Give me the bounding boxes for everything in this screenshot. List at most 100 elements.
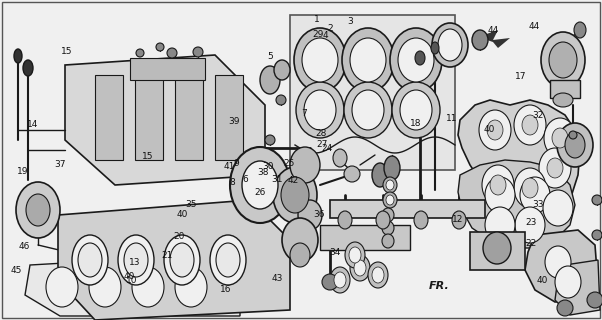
Ellipse shape <box>553 93 573 107</box>
Ellipse shape <box>350 255 370 281</box>
Ellipse shape <box>344 82 392 138</box>
Ellipse shape <box>23 60 33 76</box>
Ellipse shape <box>376 211 390 229</box>
Ellipse shape <box>386 180 394 190</box>
Text: 23: 23 <box>526 218 536 227</box>
Ellipse shape <box>384 156 400 180</box>
Ellipse shape <box>156 43 164 51</box>
Text: 42: 42 <box>288 176 299 185</box>
Bar <box>95 75 123 160</box>
Ellipse shape <box>296 82 344 138</box>
Text: 46: 46 <box>19 242 29 251</box>
Text: 15: 15 <box>141 152 154 161</box>
Ellipse shape <box>552 128 568 148</box>
Ellipse shape <box>400 90 432 130</box>
Text: 21: 21 <box>162 252 173 260</box>
Ellipse shape <box>557 300 573 316</box>
Ellipse shape <box>282 218 318 262</box>
Text: 34: 34 <box>330 248 341 257</box>
Ellipse shape <box>592 230 602 240</box>
Text: 8: 8 <box>229 178 235 187</box>
Ellipse shape <box>432 23 468 67</box>
Text: 40: 40 <box>177 210 188 219</box>
Ellipse shape <box>230 147 290 223</box>
Ellipse shape <box>167 48 177 58</box>
Ellipse shape <box>514 168 546 208</box>
Ellipse shape <box>415 51 425 65</box>
Ellipse shape <box>382 208 394 222</box>
Ellipse shape <box>547 158 563 178</box>
Text: 10: 10 <box>125 276 137 285</box>
Polygon shape <box>58 200 290 320</box>
Text: 1: 1 <box>314 15 320 24</box>
Ellipse shape <box>136 49 144 57</box>
Text: 36: 36 <box>313 210 325 219</box>
Polygon shape <box>65 55 265 185</box>
Text: 40: 40 <box>536 276 547 285</box>
Ellipse shape <box>273 167 317 223</box>
Bar <box>130 58 205 80</box>
Ellipse shape <box>555 266 581 298</box>
Ellipse shape <box>294 28 346 92</box>
Ellipse shape <box>334 272 346 288</box>
Polygon shape <box>525 230 598 302</box>
Text: 41: 41 <box>223 162 234 171</box>
Ellipse shape <box>210 235 246 285</box>
Ellipse shape <box>372 163 388 187</box>
Text: 13: 13 <box>128 258 140 267</box>
Text: 40: 40 <box>483 125 494 134</box>
Ellipse shape <box>515 207 545 243</box>
Text: FR.: FR. <box>429 281 450 291</box>
Ellipse shape <box>390 28 442 92</box>
Polygon shape <box>555 260 600 315</box>
Ellipse shape <box>392 82 440 138</box>
Ellipse shape <box>304 90 336 130</box>
Text: 37: 37 <box>54 160 66 169</box>
Text: 33: 33 <box>532 200 544 209</box>
Ellipse shape <box>330 267 350 293</box>
Ellipse shape <box>487 120 503 140</box>
Text: 18: 18 <box>409 119 421 128</box>
Ellipse shape <box>574 22 586 38</box>
Ellipse shape <box>242 161 278 209</box>
Ellipse shape <box>322 274 338 290</box>
Ellipse shape <box>175 267 207 307</box>
Ellipse shape <box>78 243 102 277</box>
Ellipse shape <box>290 243 310 267</box>
Ellipse shape <box>349 247 361 263</box>
Ellipse shape <box>164 235 200 285</box>
Bar <box>320 225 410 250</box>
Text: 15: 15 <box>60 47 72 56</box>
Ellipse shape <box>431 42 439 54</box>
Ellipse shape <box>382 221 394 235</box>
Bar <box>135 75 163 160</box>
Ellipse shape <box>333 149 347 167</box>
Bar <box>290 15 455 170</box>
Ellipse shape <box>281 177 309 213</box>
Ellipse shape <box>483 232 511 264</box>
Ellipse shape <box>354 260 366 276</box>
Text: 5: 5 <box>267 52 273 60</box>
Ellipse shape <box>382 234 394 248</box>
Ellipse shape <box>398 38 434 82</box>
Ellipse shape <box>592 195 602 205</box>
Ellipse shape <box>545 246 571 278</box>
Ellipse shape <box>260 66 280 94</box>
Text: 28: 28 <box>315 129 326 138</box>
Bar <box>215 75 243 160</box>
Ellipse shape <box>274 60 290 80</box>
Ellipse shape <box>302 38 338 82</box>
Polygon shape <box>458 100 580 230</box>
Ellipse shape <box>338 211 352 229</box>
Text: 3: 3 <box>347 17 353 26</box>
Text: 29: 29 <box>312 30 323 39</box>
Ellipse shape <box>14 49 22 63</box>
Text: 25: 25 <box>284 159 294 168</box>
Bar <box>175 75 203 160</box>
Text: 39: 39 <box>228 117 240 126</box>
Ellipse shape <box>452 211 466 229</box>
Ellipse shape <box>490 175 506 195</box>
Text: 16: 16 <box>220 285 232 294</box>
Ellipse shape <box>170 243 194 277</box>
Text: 31: 31 <box>271 175 283 184</box>
